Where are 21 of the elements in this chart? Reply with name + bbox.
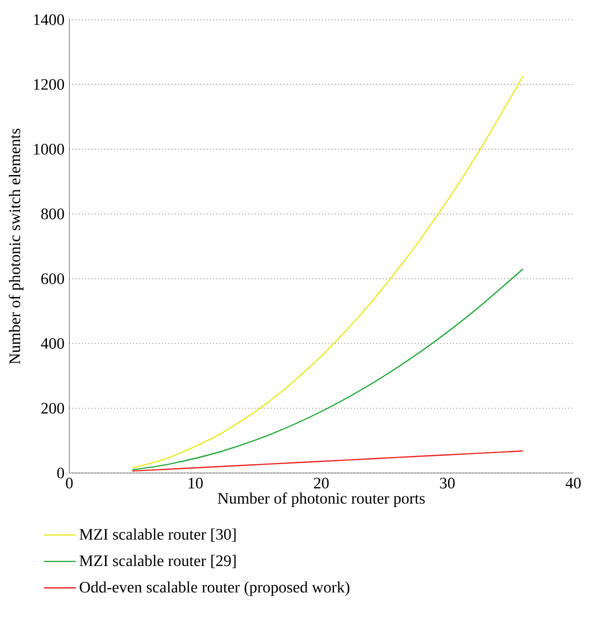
- x-axis-title: Number of photonic router ports: [218, 492, 425, 507]
- x-tick-label: 10: [188, 478, 203, 488]
- line-series: [132, 76, 524, 468]
- y-tick-label: 600: [41, 273, 64, 284]
- y-axis-title: Number of photonic switch elements: [8, 128, 24, 364]
- y-tick-label: 0: [57, 468, 64, 478]
- y-tick-label: 1200: [34, 79, 64, 90]
- x-tick-label: 20: [314, 478, 329, 488]
- x-tick-label: 30: [440, 478, 455, 488]
- y-tick-label: 200: [41, 402, 64, 414]
- line-series: [132, 268, 524, 470]
- y-tick-label: 800: [41, 208, 64, 220]
- y-tick-label: 400: [40, 338, 64, 349]
- legend-label: MZI scalable router [29]: [80, 554, 236, 568]
- legend-label: Odd-even scalable router (proposed work): [80, 581, 350, 596]
- x-tick-label: 40: [566, 478, 581, 488]
- y-tick-label: 1000: [34, 144, 64, 155]
- x-tick-label: 0: [66, 478, 73, 488]
- y-tick-label: 1400: [34, 14, 64, 26]
- line-series: [132, 450, 524, 472]
- legend-label: MZI scalable router [30]: [80, 528, 236, 542]
